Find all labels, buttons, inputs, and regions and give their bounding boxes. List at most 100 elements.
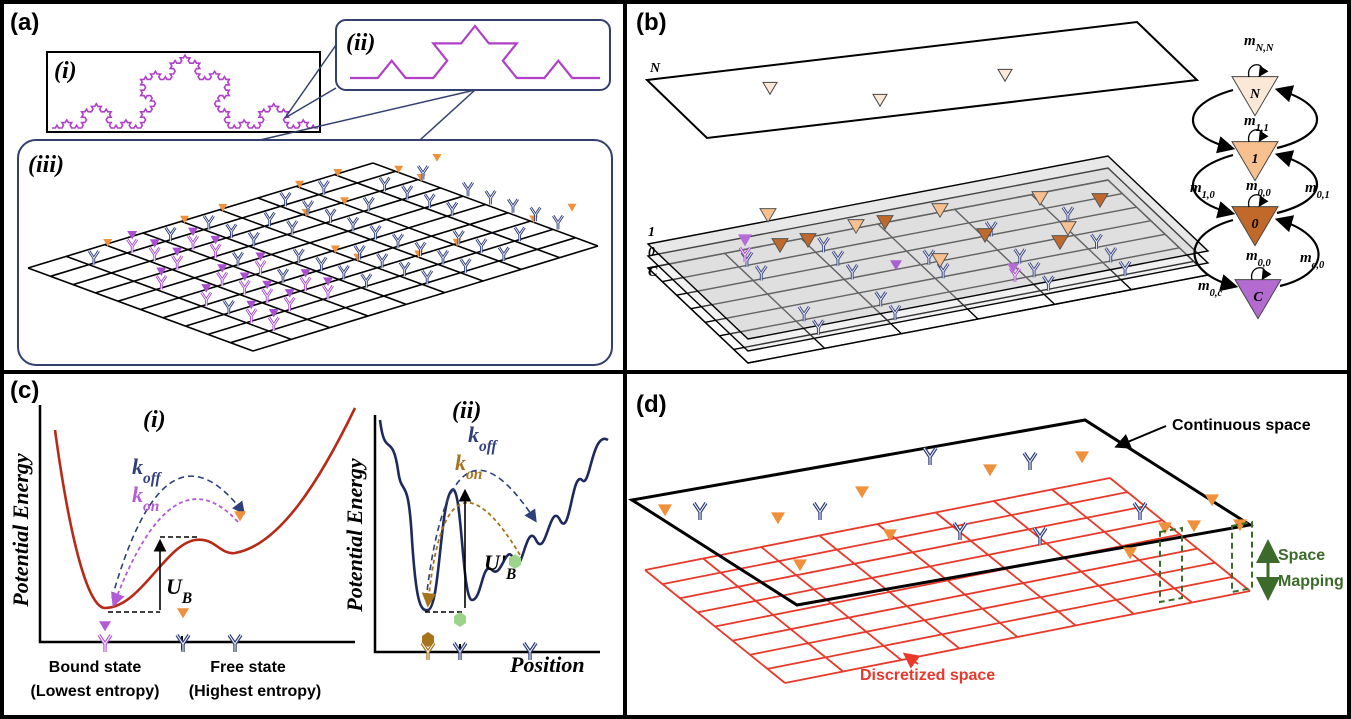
axis <box>40 405 355 642</box>
symbol: k <box>132 482 143 507</box>
grid-line <box>73 180 418 285</box>
grid-line <box>878 524 1018 637</box>
label: (i) <box>54 58 77 84</box>
label: Potential Energy <box>342 458 367 613</box>
plane <box>632 420 1250 605</box>
subscript: 0,1 <box>1317 190 1330 201</box>
inset-frame <box>336 20 610 90</box>
label: (ii) <box>346 30 375 56</box>
label: Free state <box>210 659 286 676</box>
label: 1 <box>648 225 655 240</box>
outer-frame <box>2 2 1349 717</box>
grid-line <box>96 188 441 293</box>
antibody-core <box>508 199 518 213</box>
grid-line <box>296 186 521 269</box>
transition <box>1193 90 1233 148</box>
self-loop <box>1252 268 1265 280</box>
grid-line <box>761 547 901 660</box>
symbol-label: mN,N <box>1244 33 1274 54</box>
grid-line <box>1110 478 1250 591</box>
label: (b) <box>636 9 667 36</box>
grid-line <box>66 256 291 339</box>
label: Mapping <box>1278 573 1344 590</box>
antibody-core <box>229 635 241 652</box>
antigen <box>793 559 807 571</box>
subscript: off <box>143 470 163 487</box>
subscript: 0,0 <box>1258 258 1272 269</box>
symbol: m <box>1244 113 1256 129</box>
label: 1 <box>1252 152 1259 167</box>
label: C <box>1253 290 1263 305</box>
grid-line <box>253 246 598 351</box>
subscript: off <box>479 438 499 455</box>
symbol: m <box>1198 278 1210 294</box>
symbol: m <box>1190 180 1202 196</box>
symbol-label: m1,1 <box>1244 113 1269 134</box>
grid-line <box>105 245 330 328</box>
symbol-label: koff <box>468 422 499 455</box>
antibody-core <box>1024 453 1036 470</box>
antigen <box>1075 451 1089 463</box>
zoom-line <box>260 90 475 140</box>
antigen <box>658 504 672 516</box>
antibody-core <box>924 448 936 465</box>
subscript: B <box>505 566 516 583</box>
zoom-line <box>285 88 336 118</box>
transition <box>1277 90 1317 148</box>
subscript: 1,1 <box>1256 123 1269 134</box>
grid-line <box>819 536 959 649</box>
grid-line <box>28 268 253 351</box>
antigen <box>983 464 997 476</box>
label: (ii) <box>452 398 481 424</box>
label: N <box>649 61 661 76</box>
antibody-core <box>553 216 563 230</box>
grid-line <box>335 175 560 258</box>
pointer <box>1118 426 1166 446</box>
antibody-core <box>694 503 706 520</box>
symbol: m <box>1246 178 1258 194</box>
antigen <box>568 204 577 212</box>
symbol: m <box>1300 250 1312 266</box>
subscript: c,0 <box>1312 260 1325 271</box>
symbol-label: mc,0 <box>1300 250 1325 271</box>
symbol-label: kon <box>132 482 159 515</box>
grid-line <box>645 570 785 683</box>
grid-line <box>141 205 486 310</box>
inset-frame <box>47 52 320 132</box>
subscript: 0,0 <box>1258 188 1272 199</box>
label: Position <box>509 652 585 677</box>
symbol-label: m0,0 <box>1246 178 1272 199</box>
symbol: k <box>132 454 143 479</box>
label: Discretized space <box>860 667 995 684</box>
subscript: on <box>143 498 159 515</box>
mapping-box <box>1232 522 1252 592</box>
symbol-label: m0,0 <box>1246 248 1272 269</box>
label: Bound state <box>49 659 142 676</box>
antibody-core <box>1134 503 1146 520</box>
zoom-line <box>285 45 336 118</box>
grid-line <box>51 171 396 276</box>
plane <box>647 22 1197 138</box>
zoom-line <box>420 90 475 140</box>
fractal-curve <box>350 26 600 78</box>
label: (d) <box>636 391 667 418</box>
antigen <box>771 512 785 524</box>
symbol-label: UB <box>166 574 192 607</box>
symbol: k <box>455 450 466 475</box>
label: (Lowest entropy) <box>31 683 160 700</box>
label: C <box>648 265 658 280</box>
label: 0 <box>648 245 655 260</box>
antigen <box>433 154 442 162</box>
label: (Highest entropy) <box>189 683 321 700</box>
grid-line <box>703 559 843 672</box>
subscript: on <box>466 466 482 483</box>
symbol: m <box>1246 248 1258 264</box>
fractal-curve <box>52 55 318 128</box>
grid-line <box>231 238 576 343</box>
label: 0 <box>1252 217 1259 232</box>
antibody-core <box>463 183 473 197</box>
label: Potential Energy <box>8 453 33 608</box>
antigen <box>177 608 189 618</box>
antigen <box>99 621 111 631</box>
figure: (a)(i)(ii)(iii)(b)N10CN10CmN,Nm1,1m1,0m0… <box>0 0 1351 719</box>
